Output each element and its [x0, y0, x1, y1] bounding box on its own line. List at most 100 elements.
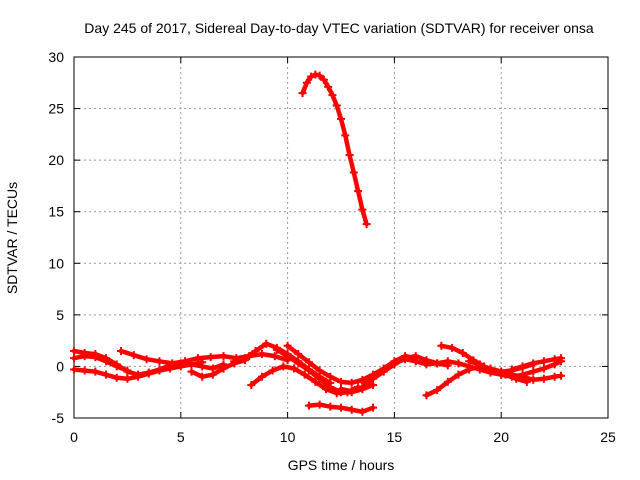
data-point	[206, 353, 215, 362]
y-tick-label: 5	[56, 307, 64, 323]
data-point	[557, 354, 566, 363]
data-point	[324, 82, 333, 91]
data-point	[193, 354, 202, 363]
data-point	[458, 349, 467, 358]
data-point	[390, 359, 399, 368]
data-point	[80, 352, 89, 361]
x-tick-label: 0	[70, 429, 78, 445]
data-point	[347, 405, 356, 414]
data-point	[337, 377, 345, 386]
data-point	[347, 378, 356, 387]
data-point	[102, 370, 111, 379]
data-point	[354, 187, 363, 196]
series-layer	[70, 70, 566, 416]
data-point	[80, 366, 89, 375]
data-point	[134, 372, 143, 381]
x-tick-label: 25	[600, 429, 616, 445]
data-point	[539, 374, 548, 383]
data-point	[529, 359, 538, 368]
data-point	[433, 386, 442, 395]
data-point	[181, 357, 190, 366]
data-point	[198, 372, 207, 381]
data-point	[337, 403, 345, 412]
data-point	[326, 372, 335, 381]
data-point	[347, 387, 356, 396]
data-point	[304, 358, 313, 367]
data-point	[315, 71, 324, 80]
data-point	[332, 101, 341, 110]
chart-title: Day 245 of 2017, Sidereal Day-to-day VTE…	[84, 20, 594, 36]
data-point	[298, 89, 307, 98]
data-point	[311, 70, 320, 79]
data-point	[358, 205, 367, 214]
data-point	[557, 371, 566, 380]
data-point	[326, 383, 335, 392]
data-point	[155, 366, 164, 375]
data-point	[529, 367, 538, 376]
series-line-r	[300, 72, 369, 227]
data-point	[437, 341, 446, 350]
data-point	[129, 351, 138, 360]
data-point	[304, 401, 313, 410]
data-point	[294, 350, 303, 359]
data-point	[279, 362, 288, 371]
data-point	[539, 357, 548, 366]
y-tick-label: 20	[48, 152, 64, 168]
data-point	[142, 355, 151, 364]
data-point	[358, 377, 367, 386]
data-point	[465, 357, 474, 366]
data-point	[112, 362, 121, 371]
x-tick-label: 20	[493, 429, 509, 445]
data-point	[283, 341, 292, 350]
data-point	[315, 400, 324, 409]
y-tick-label: 0	[56, 358, 64, 374]
y-axis-label: SDTVAR / TECUs	[4, 182, 20, 294]
data-point	[369, 403, 378, 412]
data-point	[70, 346, 78, 355]
data-point	[518, 372, 527, 381]
data-point	[268, 366, 277, 375]
data-point	[454, 370, 463, 379]
plot-frame	[73, 56, 609, 419]
data-point	[529, 375, 538, 384]
data-point	[362, 220, 371, 229]
data-point	[70, 354, 78, 363]
data-point	[307, 72, 316, 81]
data-point	[454, 359, 463, 368]
data-point	[379, 366, 388, 375]
data-point	[448, 343, 457, 352]
data-point	[219, 352, 228, 361]
data-point	[302, 78, 311, 87]
y-tick-label: -5	[52, 410, 65, 426]
data-point	[208, 370, 217, 379]
data-point	[304, 366, 313, 375]
data-point	[123, 374, 132, 383]
data-point	[240, 354, 249, 363]
x-tick-label: 5	[177, 429, 185, 445]
data-point	[349, 168, 358, 177]
data-point	[465, 365, 474, 374]
data-point	[422, 391, 431, 400]
data-point	[270, 352, 279, 361]
x-tick-label: 15	[387, 429, 403, 445]
data-point	[422, 360, 431, 369]
data-point	[230, 357, 239, 366]
data-point	[337, 114, 345, 123]
data-point	[294, 359, 303, 368]
data-point	[550, 372, 559, 381]
data-point	[401, 355, 410, 364]
data-point	[251, 346, 260, 355]
data-point	[102, 357, 111, 366]
data-point	[168, 359, 177, 368]
axis-ticks: 0 5 10 15 20 25 -5 0 5 10 15 20 25 30	[48, 49, 616, 445]
data-point	[70, 365, 78, 374]
y-tick-label: 10	[48, 255, 64, 271]
data-point	[247, 380, 256, 389]
data-point	[337, 385, 345, 394]
data-point	[219, 364, 228, 373]
data-point	[345, 150, 354, 159]
data-point	[341, 131, 350, 140]
data-point	[91, 353, 100, 362]
data-point	[116, 346, 125, 355]
data-point	[328, 91, 337, 100]
